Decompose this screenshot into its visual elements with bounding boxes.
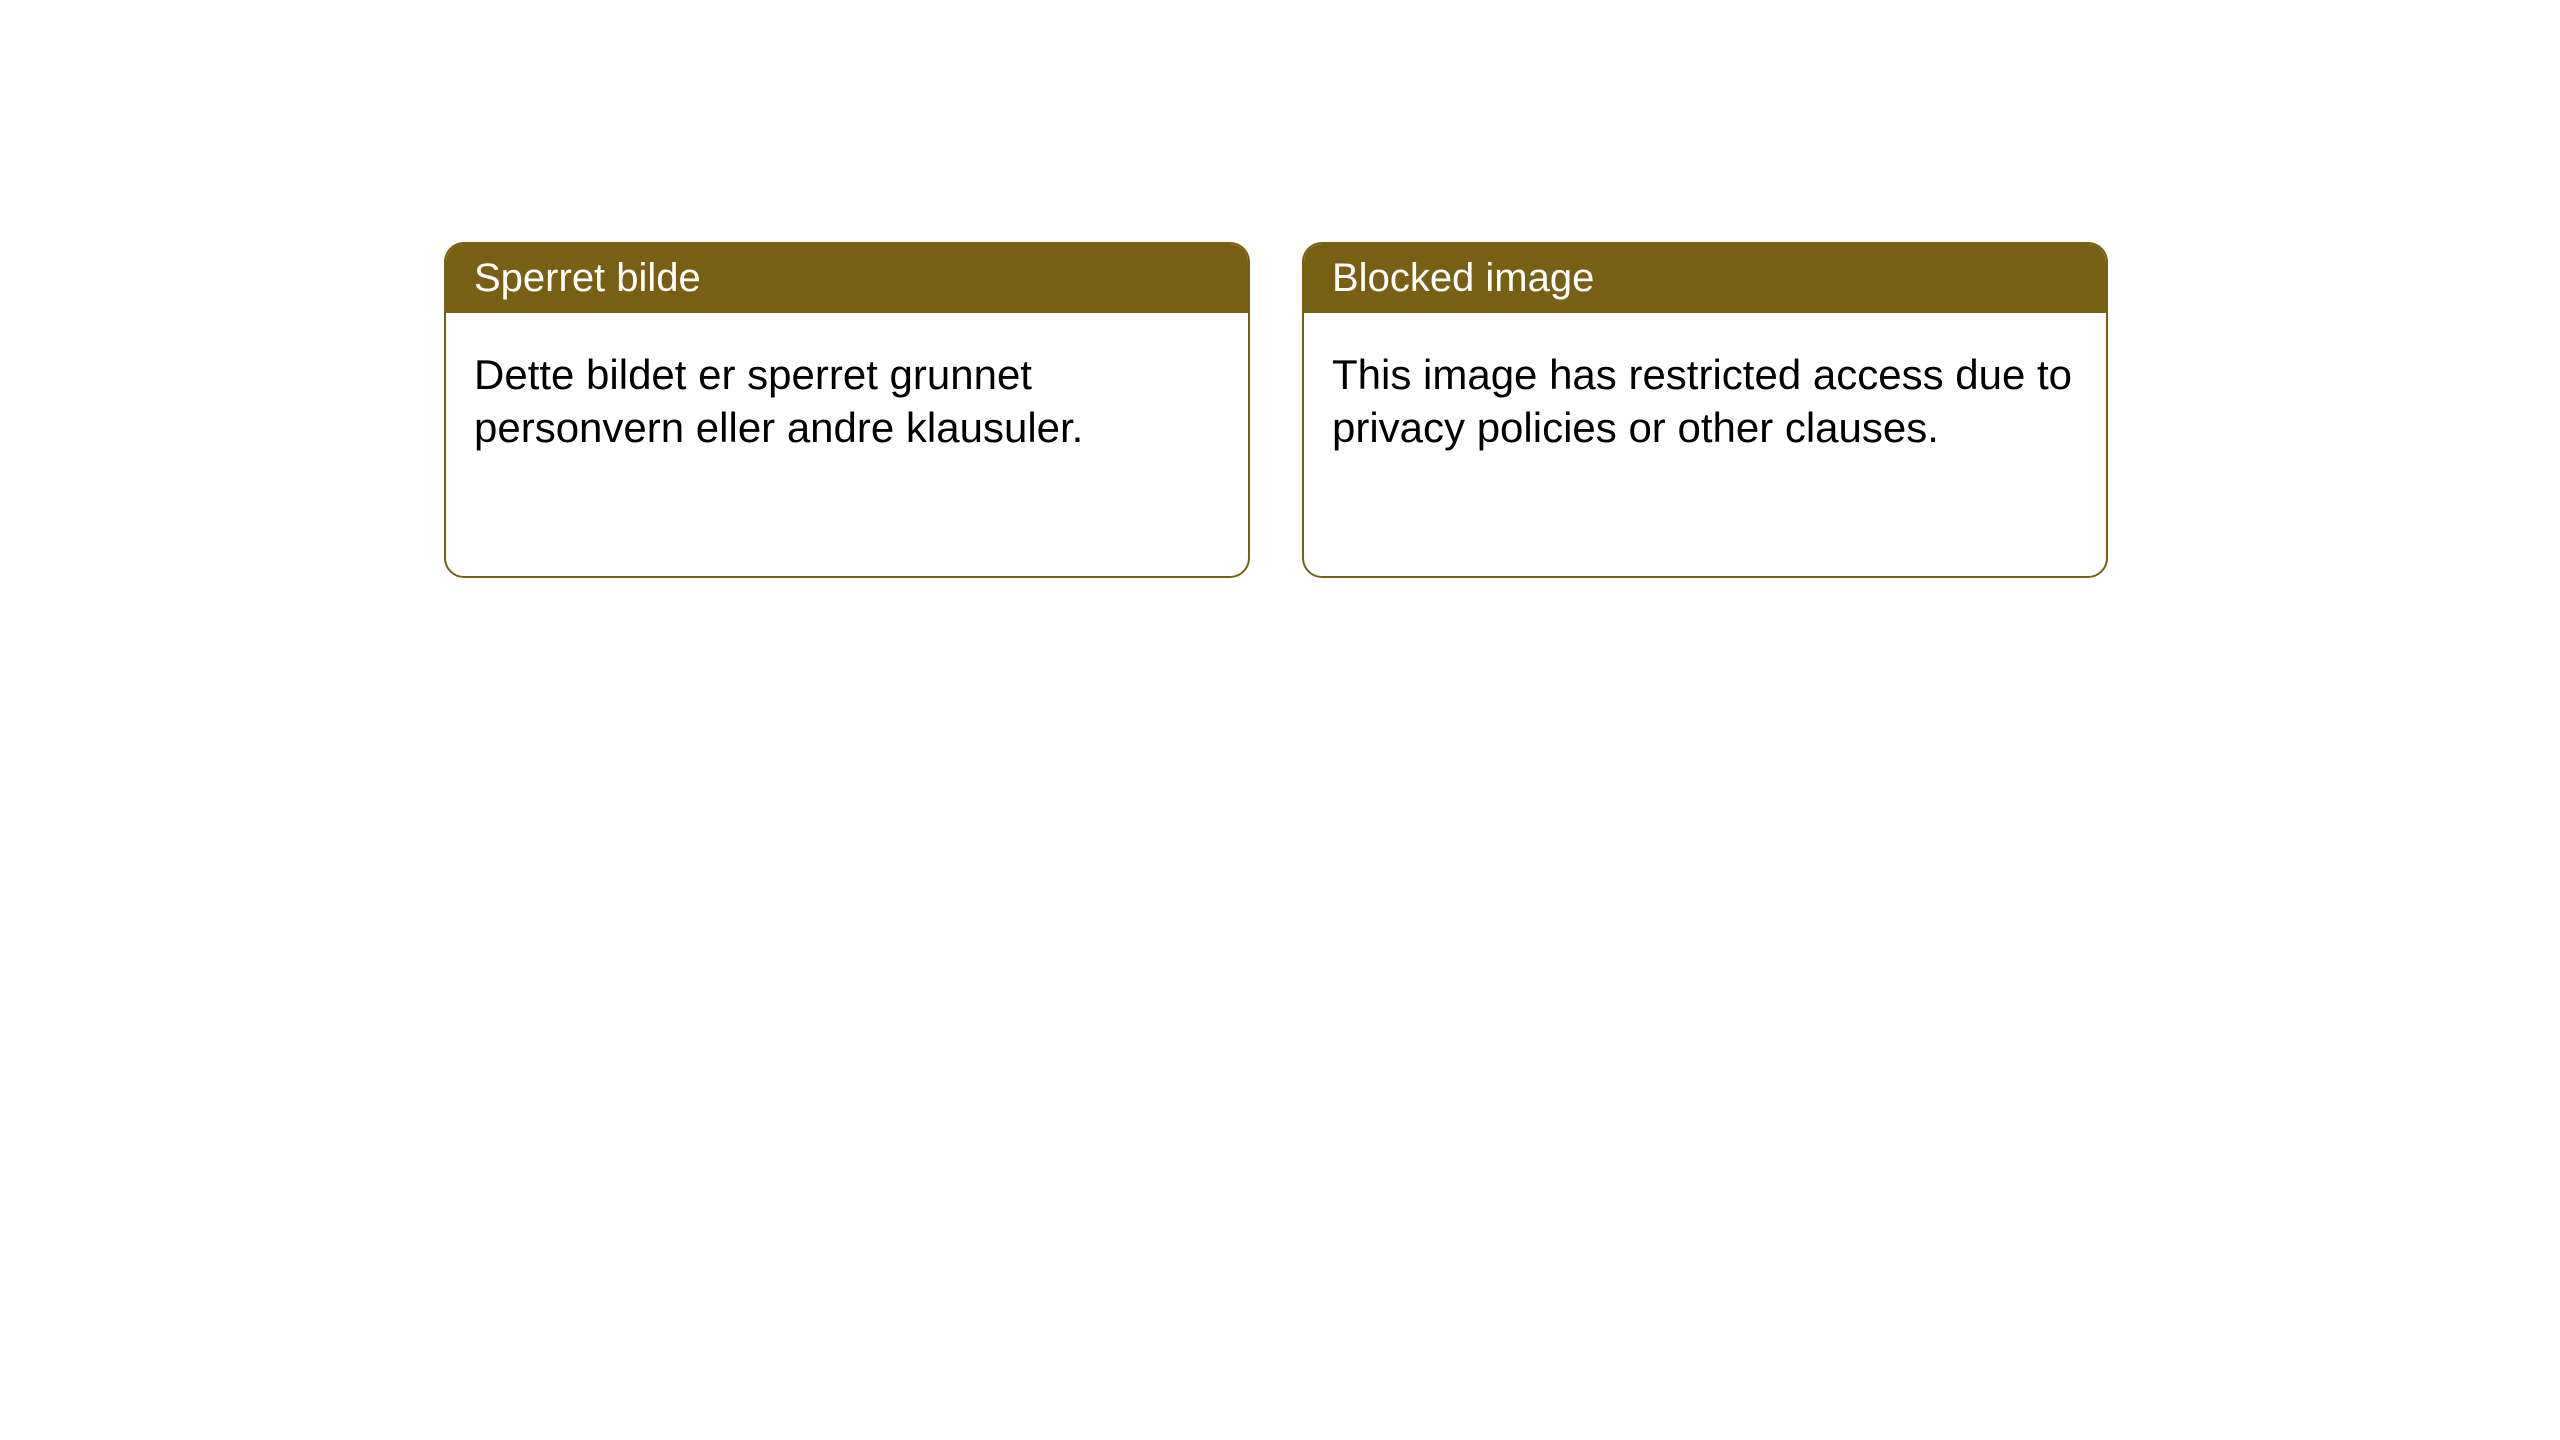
notice-card-body: This image has restricted access due to … [1304, 313, 2106, 490]
notice-card-title: Blocked image [1304, 244, 2106, 313]
notice-card-body: Dette bildet er sperret grunnet personve… [446, 313, 1248, 490]
notice-card-english: Blocked image This image has restricted … [1302, 242, 2108, 578]
notice-cards-container: Sperret bilde Dette bildet er sperret gr… [444, 242, 2108, 578]
notice-card-title: Sperret bilde [446, 244, 1248, 313]
notice-card-norwegian: Sperret bilde Dette bildet er sperret gr… [444, 242, 1250, 578]
